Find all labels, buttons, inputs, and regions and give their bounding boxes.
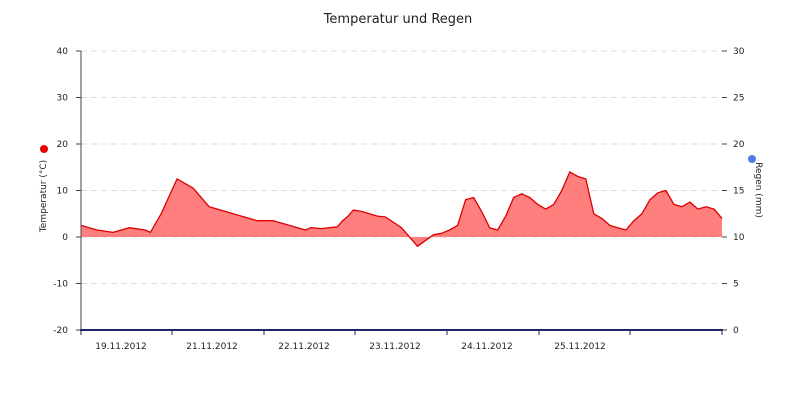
right-tick-label: 30	[733, 47, 745, 57]
temperature-legend-marker	[40, 145, 48, 153]
right-tick-label: 10	[733, 233, 745, 243]
left-tick-label: -20	[53, 326, 68, 336]
rain-legend-marker	[748, 155, 756, 163]
left-tick-label: -10	[53, 280, 68, 290]
x-tick-label: 21.11.2012	[186, 342, 238, 352]
right-tick-label: 20	[733, 140, 745, 150]
x-tick-label: 22.11.2012	[278, 342, 330, 352]
left-tick-label: 0	[62, 233, 68, 243]
left-tick-label: 40	[57, 47, 69, 57]
right-tick-label: 0	[733, 326, 739, 336]
x-tick-label: 24.11.2012	[461, 342, 513, 352]
left-tick-label: 30	[57, 94, 69, 104]
x-axis-ticks: 19.11.2012 21.11.2012 22.11.2012 23.11.2012…	[80, 330, 723, 352]
x-tick-label: 23.11.2012	[369, 342, 421, 352]
grid-lines	[81, 50, 722, 284]
right-tick-label: 5	[733, 280, 739, 290]
right-tick-label: 15	[733, 187, 744, 197]
chart-title: Temperatur und Regen	[323, 12, 473, 27]
left-y-axis-ticks: -20 -10 0 10 20 30 40	[53, 47, 81, 336]
temperature-area	[81, 171, 722, 247]
temperature-line	[80, 171, 723, 247]
x-tick-label: 19.11.2012	[95, 342, 147, 352]
right-y-axis-ticks: 0 5 10 15 20 25 30	[722, 47, 745, 336]
right-axis-title: Regen (mm)	[753, 162, 763, 218]
left-tick-label: 20	[57, 140, 69, 150]
left-tick-label: 10	[57, 187, 69, 197]
x-tick-label: 25.11.2012	[554, 342, 606, 352]
left-axis-title: Temperatur (°C)	[39, 160, 49, 233]
temperature-series	[80, 171, 723, 247]
right-tick-label: 25	[733, 94, 744, 104]
